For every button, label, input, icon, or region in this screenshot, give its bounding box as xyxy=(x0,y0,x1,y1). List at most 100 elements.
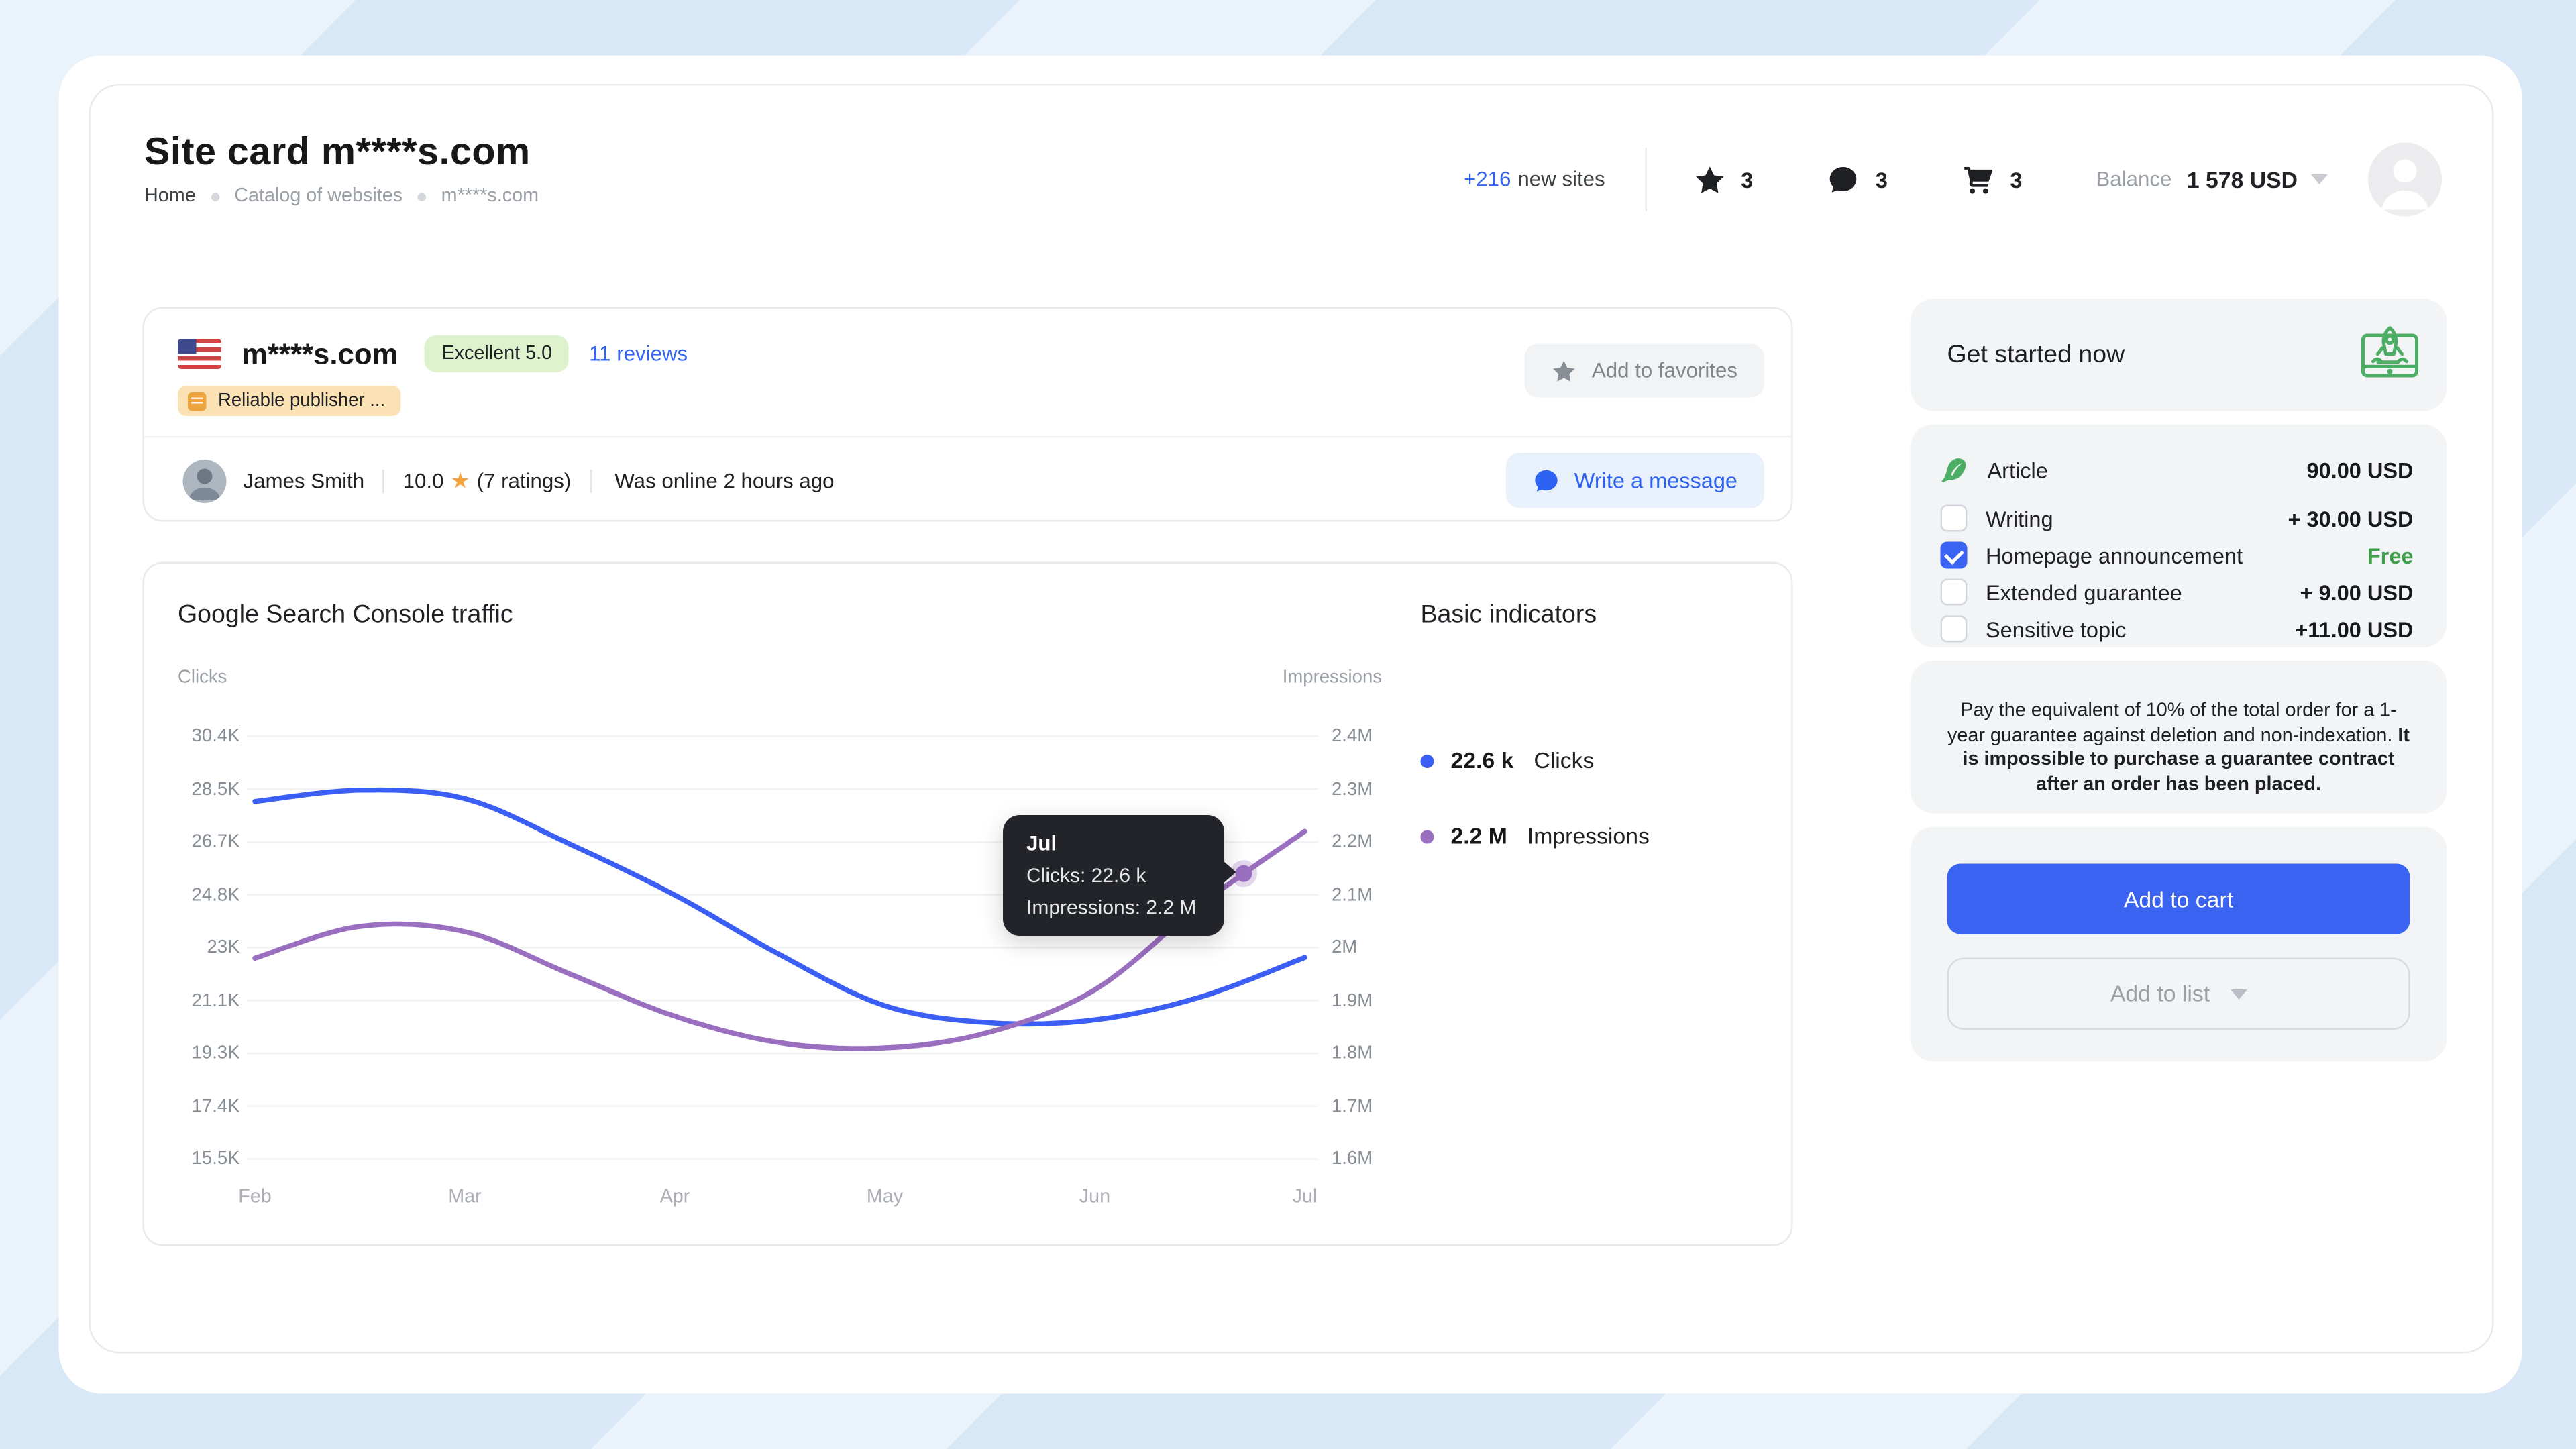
left-axis-tick: 23K xyxy=(207,937,240,958)
left-axis-tick: 21.1K xyxy=(191,990,240,1011)
extended-guarantee-checkbox[interactable] xyxy=(1940,578,1968,606)
add-to-cart-button[interactable]: Add to cart xyxy=(1947,863,2410,934)
basic-indicators-title: Basic indicators xyxy=(1420,600,1597,629)
write-message-button[interactable]: Write a message xyxy=(1505,453,1764,508)
last-online-status: Was online 2 hours ago xyxy=(614,468,835,492)
pricing-value: +11.00 USD xyxy=(2295,616,2414,642)
ratings-count: (7 ratings) xyxy=(476,468,572,492)
chart-tooltip: Jul Clicks: 22.6 k Impressions: 2.2 M xyxy=(1003,815,1236,936)
publisher-badge: Reliable publisher ... xyxy=(178,386,400,416)
cart-count: 3 xyxy=(2010,166,2023,193)
impressions-value: 2.2 M xyxy=(1450,823,1507,849)
month-tick: May xyxy=(866,1187,904,1208)
star-icon: ★ xyxy=(450,468,470,493)
write-message-label: Write a message xyxy=(1574,468,1737,494)
month-tick: Jul xyxy=(1292,1187,1318,1208)
left-axis-tick: 17.4K xyxy=(191,1095,240,1116)
pricing-row-article: Article 90.00 USD xyxy=(1941,446,2414,493)
cart-menu[interactable]: 3 xyxy=(1962,164,2023,196)
breadcrumb-separator xyxy=(211,192,219,201)
homepage-announcement-checkbox[interactable] xyxy=(1940,541,1968,569)
guarantee-note: Pay the equivalent of 10% of the total o… xyxy=(1944,700,2414,797)
site-domain: m****s.com xyxy=(241,336,398,370)
add-to-list-button[interactable]: Add to list xyxy=(1947,957,2410,1030)
right-axis-tick: 2M xyxy=(1332,937,1358,958)
right-axis-tick: 1.7M xyxy=(1332,1095,1373,1116)
left-axis-tick: 30.4K xyxy=(191,726,240,747)
rating-value: 10.0 xyxy=(402,468,444,492)
pricing-row-guarantee: Extended guarantee + 9.00 USD xyxy=(1940,574,2414,610)
add-to-favorites-button[interactable]: Add to favorites xyxy=(1524,343,1764,398)
month-tick: Feb xyxy=(238,1187,272,1208)
pricing-label: Extended guarantee xyxy=(1986,579,2182,605)
reviews-link[interactable]: 11 reviews xyxy=(589,342,688,366)
publisher-name: James Smith xyxy=(243,468,365,492)
left-axis-tick: 19.3K xyxy=(191,1043,240,1063)
feather-icon xyxy=(1941,457,1966,482)
traffic-chart-card: Google Search Console traffic Clicks Imp… xyxy=(142,561,1793,1246)
breadcrumb-current: m****s.com xyxy=(441,186,539,207)
writing-checkbox[interactable] xyxy=(1940,504,1968,532)
pricing-label: Article xyxy=(1987,457,2048,482)
order-sidebar: Get started now xyxy=(1910,299,2447,1075)
chat-icon xyxy=(1534,469,1557,491)
left-axis-tick: 15.5K xyxy=(191,1148,240,1169)
left-axis-tick: 28.5K xyxy=(191,779,240,800)
divider xyxy=(144,436,1791,438)
add-to-favorites-label: Add to favorites xyxy=(1591,359,1737,382)
sensitive-topic-checkbox[interactable] xyxy=(1940,615,1968,643)
publisher-rating: 10.0 ★ (7 ratings) xyxy=(403,469,572,492)
month-tick: Jun xyxy=(1079,1187,1111,1208)
tooltip-title: Jul xyxy=(1026,832,1057,855)
header-actions: +216 new sites 3 3 3 Balance 1 57 xyxy=(1464,142,2442,217)
messages-menu[interactable]: 3 xyxy=(1827,164,1888,196)
tooltip-clicks-line: Clicks: 22.6 k xyxy=(1026,863,1146,888)
favorites-count: 3 xyxy=(1741,166,1754,193)
impressions-label: Impressions xyxy=(1527,823,1650,849)
pricing-row-writing: Writing + 30.00 USD xyxy=(1940,500,2414,537)
clicks-label: Clicks xyxy=(1534,748,1595,773)
right-axis-tick: 2.3M xyxy=(1332,779,1373,800)
month-tick: Mar xyxy=(448,1187,482,1208)
person-icon xyxy=(2368,142,2442,217)
pricing-label: Sensitive topic xyxy=(1986,616,2127,642)
header-divider xyxy=(1645,148,1648,211)
user-avatar[interactable] xyxy=(2368,142,2442,217)
messages-count: 3 xyxy=(1875,166,1888,193)
right-axis-title: Impressions xyxy=(1282,667,1382,688)
breadcrumb-home[interactable]: Home xyxy=(144,186,196,207)
chevron-down-icon xyxy=(2230,988,2247,999)
publisher-badge-label: Reliable publisher ... xyxy=(218,390,386,411)
divider xyxy=(589,468,592,492)
indicator-impressions: 2.2 M Impressions xyxy=(1420,823,1650,849)
pricing-row-homepage: Homepage announcement Free xyxy=(1940,537,2414,574)
favorites-menu[interactable]: 3 xyxy=(1694,164,1753,196)
chat-icon xyxy=(1830,166,1858,192)
new-sites-link[interactable]: +216 new sites xyxy=(1464,168,1605,191)
purchase-actions-card: Add to cart Add to list xyxy=(1910,826,2447,1062)
guarantee-note-card: Pay the equivalent of 10% of the total o… xyxy=(1910,661,2447,814)
get-started-card: Get started now xyxy=(1910,299,2447,411)
right-axis-tick: 2.4M xyxy=(1332,726,1373,747)
left-axis-tick: 24.8K xyxy=(191,884,240,905)
page-container: Site card m****s.com Home Catalog of web… xyxy=(58,55,2522,1394)
traffic-line-chart[interactable] xyxy=(246,723,1329,1218)
cart-icon xyxy=(1964,166,1992,193)
balance-value: 1 578 USD xyxy=(2186,166,2298,193)
basic-indicators: Basic indicators 22.6 k Clicks 2.2 M Imp… xyxy=(1420,600,1773,849)
breadcrumb: Home Catalog of websites m****s.com xyxy=(144,186,539,207)
site-summary-card: m****s.com Excellent 5.0 11 reviews Add … xyxy=(142,307,1793,522)
right-axis-tick: 2.1M xyxy=(1332,884,1373,905)
divider xyxy=(382,468,385,492)
breadcrumb-catalog[interactable]: Catalog of websites xyxy=(234,186,403,207)
new-sites-label: new sites xyxy=(1517,168,1605,191)
guarantee-note-bold: It is impossible to purchase a guarantee… xyxy=(1962,725,2410,794)
indicator-clicks: 22.6 k Clicks xyxy=(1420,748,1595,773)
balance-dropdown[interactable]: Balance 1 578 USD xyxy=(2096,166,2328,193)
pricing-value-free: Free xyxy=(2367,542,2414,568)
pricing-card: Article 90.00 USD Writing + 30.00 USD Ho… xyxy=(1910,424,2447,647)
clicks-value: 22.6 k xyxy=(1450,748,1514,773)
person-photo-icon xyxy=(182,458,227,502)
right-axis-tick: 1.6M xyxy=(1332,1148,1373,1169)
publisher-avatar[interactable] xyxy=(182,458,227,502)
